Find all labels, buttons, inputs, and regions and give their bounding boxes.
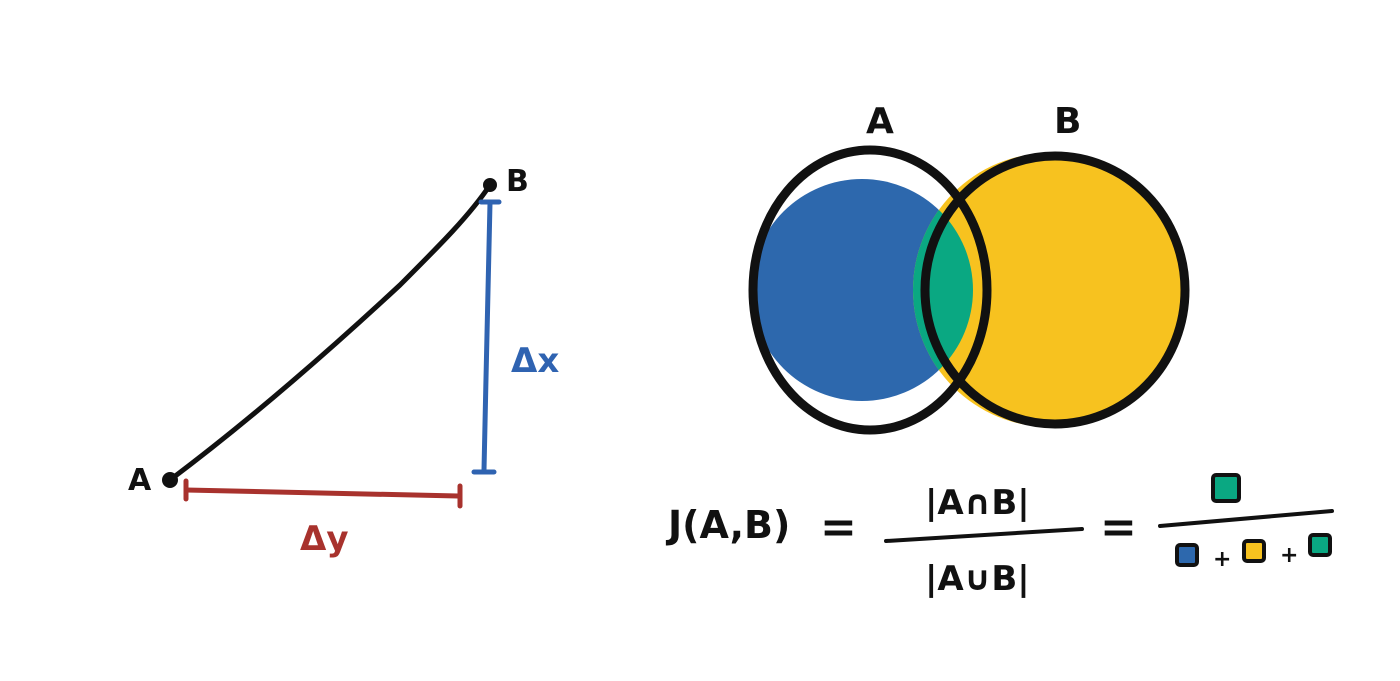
distance-diagram: A B Δx Δy xyxy=(128,164,559,559)
hypotenuse-line xyxy=(167,182,493,483)
jaccard-formula: J(A,B) = |A∩B| |A∪B| = + + xyxy=(665,473,1334,599)
point-b xyxy=(483,178,497,192)
vertical-delta-label: Δx xyxy=(511,341,559,381)
set-b-circle xyxy=(913,153,1187,427)
set-b-label: B xyxy=(1054,101,1081,142)
fraction-bar xyxy=(884,527,1084,543)
formula-equals: = xyxy=(820,502,857,553)
set-b-square-icon xyxy=(1242,539,1266,563)
formula-numerator: |A∩B| xyxy=(925,483,1030,523)
fraction-bar-2 xyxy=(1158,509,1334,528)
set-a-circle xyxy=(751,179,973,401)
formula-lhs: J(A,B) xyxy=(665,503,790,547)
plus-sign: + xyxy=(1280,543,1298,568)
horizontal-delta-segment xyxy=(183,478,463,509)
point-a-label: A xyxy=(128,463,152,498)
set-a-label: A xyxy=(866,101,894,142)
horizontal-delta-label: Δy xyxy=(300,519,348,559)
formula-denominator: |A∪B| xyxy=(925,559,1030,599)
point-a xyxy=(162,472,178,488)
venn-diagram: A B xyxy=(748,101,1190,435)
vertical-delta-segment xyxy=(471,199,502,475)
set-a-square-icon xyxy=(1175,543,1199,567)
intersection-square-icon xyxy=(1211,473,1241,503)
formula-equals-2: = xyxy=(1100,502,1137,553)
point-b-label: B xyxy=(506,164,529,199)
intersection-square-icon xyxy=(1308,533,1332,557)
plus-sign: + xyxy=(1213,547,1231,572)
